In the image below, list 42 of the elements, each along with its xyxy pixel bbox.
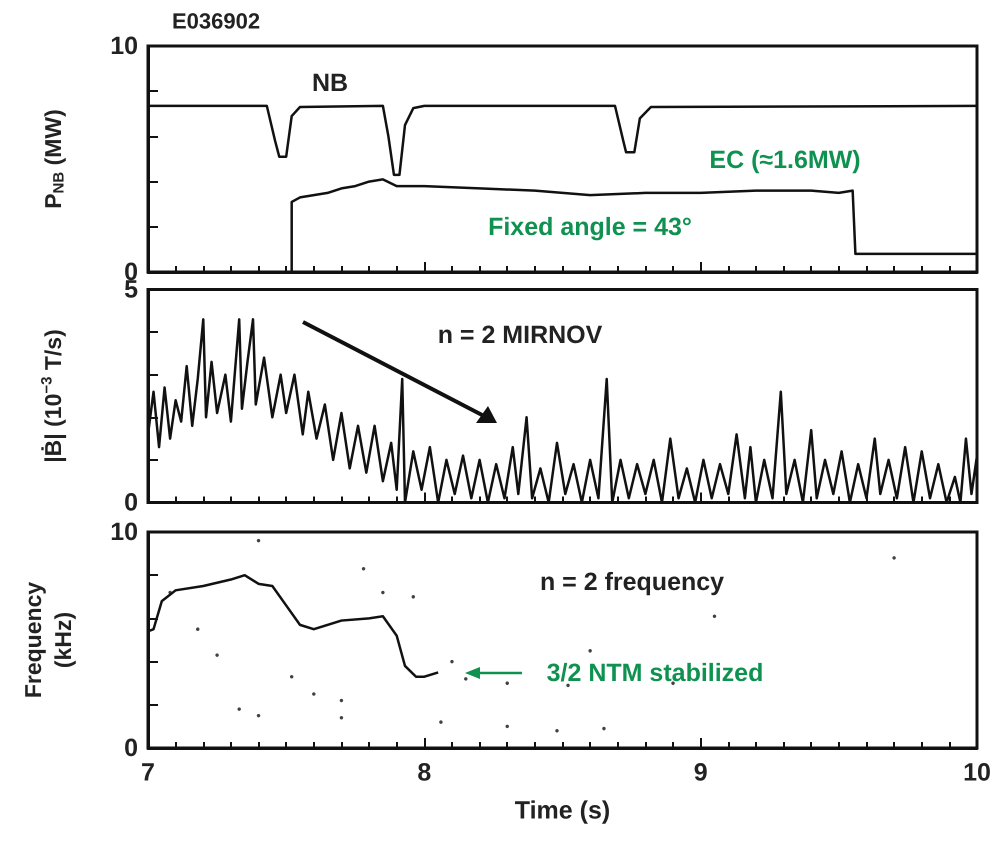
x-tick-label: 10 xyxy=(963,758,991,786)
point xyxy=(312,692,316,696)
y-tick-label: 0 xyxy=(124,488,138,516)
annotation: Fixed angle = 43° xyxy=(488,213,692,241)
point xyxy=(588,649,592,653)
point xyxy=(381,590,385,594)
annotation: n = 2 MIRNOV xyxy=(438,321,603,349)
y-axis-title: |Ḃ| (10−3 T/s) xyxy=(38,329,67,463)
x-tick-label: 9 xyxy=(694,758,708,786)
point xyxy=(555,728,559,732)
annotation: 3/2 NTM stabilized xyxy=(546,659,764,687)
point xyxy=(340,698,344,702)
text: E036902 xyxy=(172,8,260,34)
annotation: EC (≈1.6MW) xyxy=(709,146,861,174)
x-tick-label: 8 xyxy=(417,758,432,786)
point xyxy=(712,614,716,618)
annotation: n = 2 frequency xyxy=(540,568,724,596)
y-axis-title: Frequency (kHz) xyxy=(20,582,76,698)
point xyxy=(290,674,294,678)
point xyxy=(412,595,416,599)
point xyxy=(566,684,570,688)
point xyxy=(464,677,468,681)
annotation: NB xyxy=(312,69,348,97)
y-axis-title: PNB (MW) xyxy=(40,109,68,209)
point xyxy=(450,660,454,664)
point xyxy=(340,716,344,720)
point xyxy=(256,538,260,542)
x-axis-title: Time (s) xyxy=(514,796,610,824)
x-tick-label: 7 xyxy=(141,758,155,786)
point xyxy=(196,627,200,631)
point xyxy=(215,653,219,657)
y-tick-label: 10 xyxy=(110,518,138,546)
point xyxy=(439,720,443,724)
point xyxy=(256,714,260,718)
y-tick-label: 10 xyxy=(110,32,138,60)
point xyxy=(505,724,509,728)
point xyxy=(602,726,606,730)
point xyxy=(892,556,896,560)
y-tick-label: 0 xyxy=(124,734,138,762)
point xyxy=(505,681,509,685)
point xyxy=(362,566,366,570)
point xyxy=(237,707,241,711)
